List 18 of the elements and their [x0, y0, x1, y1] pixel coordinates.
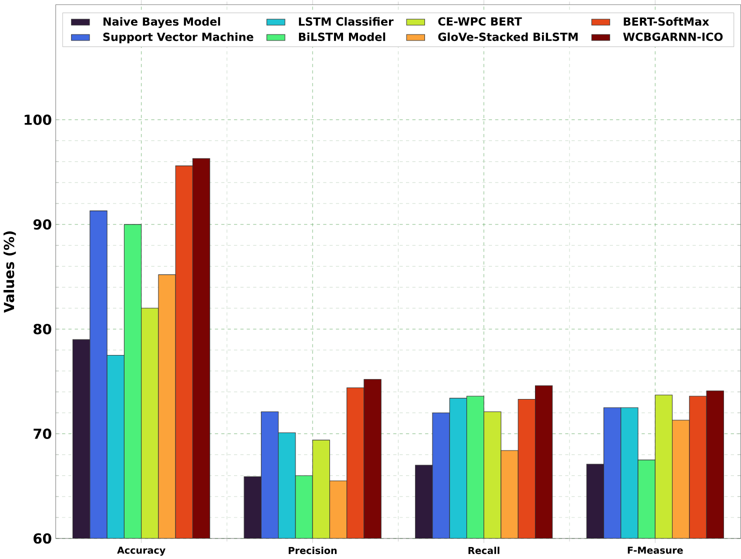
legend-label: CE-WPC BERT [438, 17, 522, 26]
x-tick-label: Accuracy [117, 546, 166, 556]
x-tick-label: Recall [468, 546, 500, 554]
y-tick-label: 70 [34, 428, 52, 439]
legend-label: Naive Bayes Model [104, 16, 220, 28]
y-tick-label: 90 [33, 219, 52, 230]
legend-label: Support Vector Machine [103, 32, 254, 44]
legend-label: BERT-SoftMax [624, 16, 710, 26]
y-axis-title: Values (%) [4, 231, 16, 313]
y-tick-label: 80 [34, 324, 52, 334]
x-tick-label: F-Measure [628, 546, 683, 554]
legend-label: LSTM Classifier [298, 16, 394, 26]
legend-label: BiLSTM Model [298, 32, 386, 41]
y-tick-label: 60 [34, 533, 52, 544]
x-tick-label: Precision [288, 546, 337, 554]
legend-label: GloVe-Stacked BiLSTM [438, 32, 578, 41]
y-tick-label: 100 [24, 114, 52, 125]
legend-label: WCBGARNN-ICO [623, 32, 723, 41]
